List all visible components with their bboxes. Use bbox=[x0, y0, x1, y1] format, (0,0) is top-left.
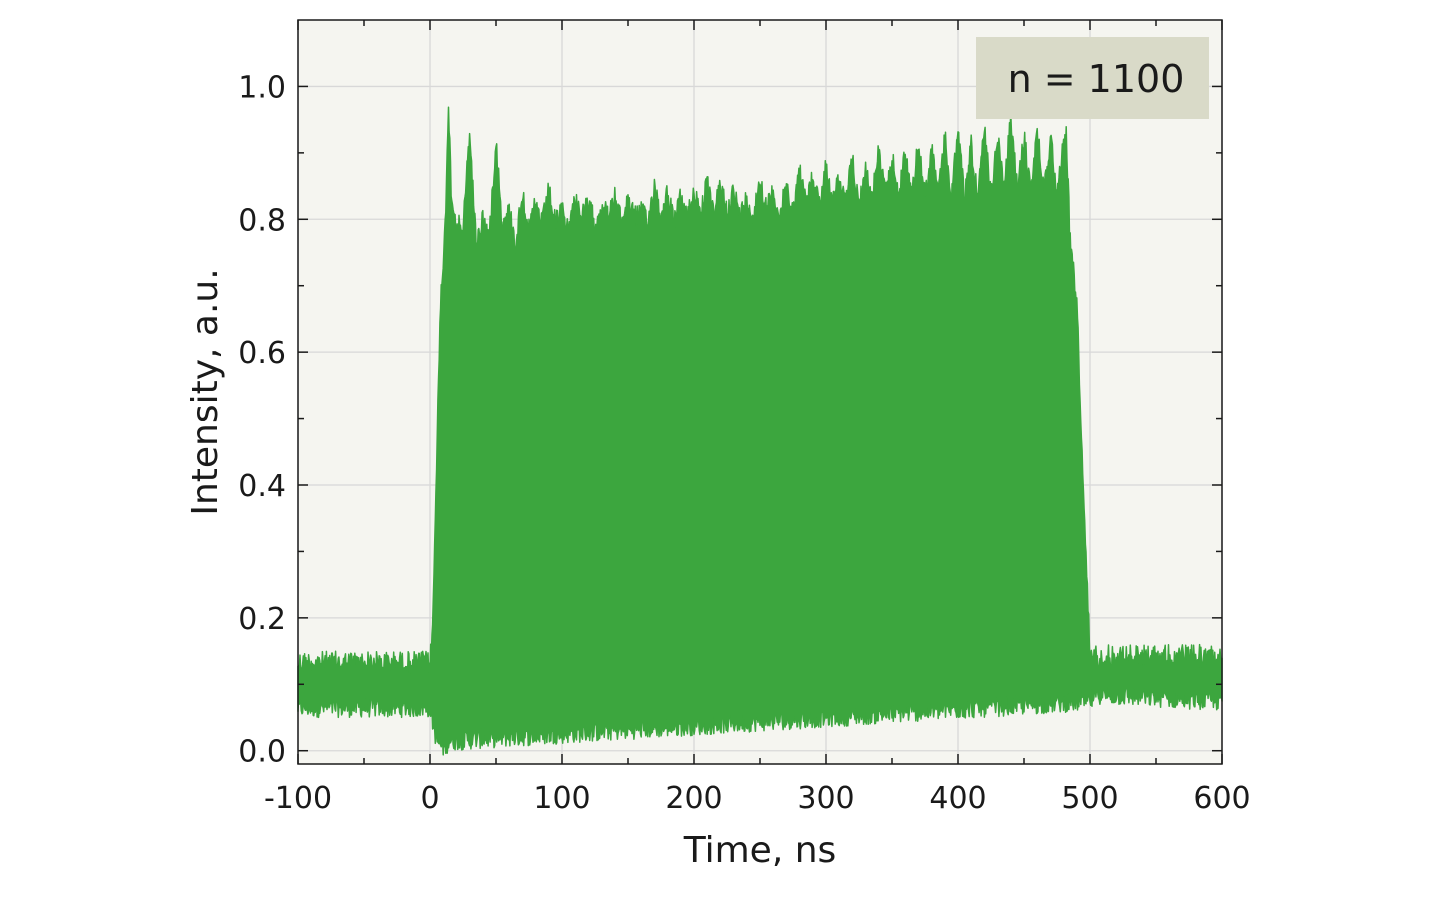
y-tick-label: 0.4 bbox=[238, 469, 286, 504]
x-tick-label: 600 bbox=[1193, 781, 1250, 816]
x-tick-labels: -100 0 100 200 300 400 500 600 bbox=[264, 781, 1251, 816]
y-tick-label: 0.0 bbox=[238, 735, 286, 770]
x-tick-label: 200 bbox=[665, 781, 722, 816]
x-tick-label: 400 bbox=[929, 781, 986, 816]
x-axis-label: Time, ns bbox=[683, 830, 837, 871]
y-tick-label: 0.6 bbox=[238, 336, 286, 371]
y-tick-label: 0.2 bbox=[238, 602, 286, 637]
y-tick-label: 1.0 bbox=[238, 70, 286, 105]
y-axis-label: Intensity, a.u. bbox=[185, 268, 226, 515]
annotation-background bbox=[976, 37, 1209, 119]
x-tick-label: -100 bbox=[264, 781, 332, 816]
x-tick-label: 500 bbox=[1061, 781, 1118, 816]
annotation-text: n = 1100 bbox=[1008, 57, 1185, 101]
y-tick-label: 0.8 bbox=[238, 203, 286, 238]
axis-ticks bbox=[297, 20, 1223, 764]
x-tick-label: 300 bbox=[797, 781, 854, 816]
annotation-box: n = 1100 bbox=[976, 37, 1209, 119]
y-tick-labels: 0.0 0.2 0.4 0.6 0.8 1.0 bbox=[238, 70, 286, 769]
x-tick-label: 0 bbox=[420, 781, 439, 816]
x-tick-label: 100 bbox=[533, 781, 590, 816]
